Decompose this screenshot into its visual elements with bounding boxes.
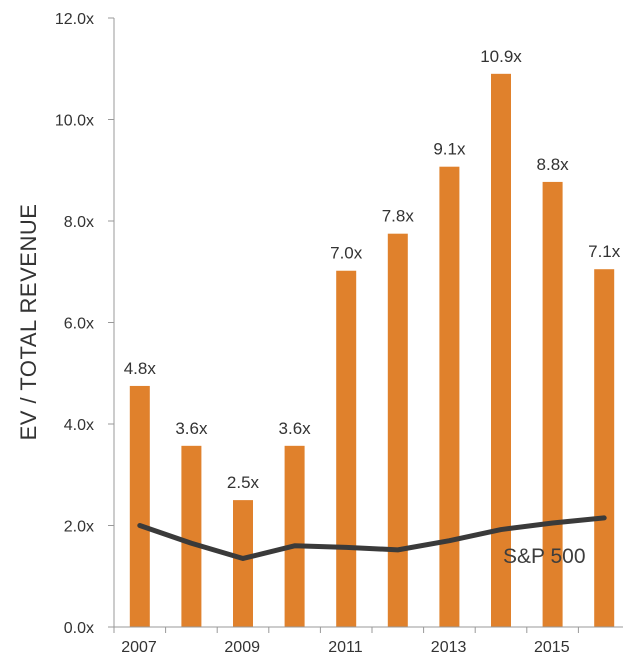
data-label: 3.6x [175, 419, 208, 438]
data-label: 7.1x [588, 242, 621, 261]
labels-group: 4.8x 3.6x 2.5x 3.6x 7.0x 7.8x 9.1x 10.9x 8.8x 7.1… [124, 47, 621, 492]
bar [594, 269, 615, 627]
x-tick-label: 2009 [224, 639, 260, 656]
data-label: 8.8x [537, 155, 570, 174]
data-label: 2.5x [227, 473, 260, 492]
x-tick-label: 2015 [534, 639, 570, 656]
bar [387, 233, 408, 627]
y-tick-label: 2.0x [64, 519, 94, 536]
y-axis-title: EV / TOTAL REVENUE [16, 204, 41, 441]
bar [542, 181, 563, 628]
y-tick-label: 6.0x [64, 316, 94, 333]
bar [284, 445, 305, 627]
bar [181, 445, 202, 627]
data-label: 4.8x [124, 359, 157, 378]
data-label: 3.6x [279, 419, 312, 438]
data-label: 10.9x [480, 47, 522, 66]
line-group [137, 515, 607, 561]
x-tick-label: 2007 [121, 639, 157, 656]
y-tick-label: 12.0x [55, 11, 94, 28]
y-tick-label: 0.0x [64, 620, 94, 637]
line-sp500 [137, 515, 607, 561]
bar [439, 166, 460, 627]
x-tick-label: 2013 [431, 639, 467, 656]
series-label-sp500: S&P 500 [503, 545, 586, 568]
axes-group: 0.0x 2.0x 4.0x 6.0x 8.0x 10.0x 12.0x 2007 2009 20… [55, 11, 623, 656]
bars-group [129, 73, 615, 628]
bar [233, 500, 253, 627]
y-tick-label: 8.0x [64, 214, 94, 231]
bar [129, 385, 150, 627]
data-label: 7.8x [382, 207, 415, 226]
x-tick-label: 2011 [328, 639, 363, 656]
y-tick-label: 4.0x [64, 417, 94, 434]
data-label: 7.0x [330, 244, 363, 263]
y-tick-label: 10.0x [55, 113, 94, 130]
bar [491, 73, 511, 627]
data-label: 9.1x [433, 140, 466, 159]
bar [336, 270, 357, 627]
